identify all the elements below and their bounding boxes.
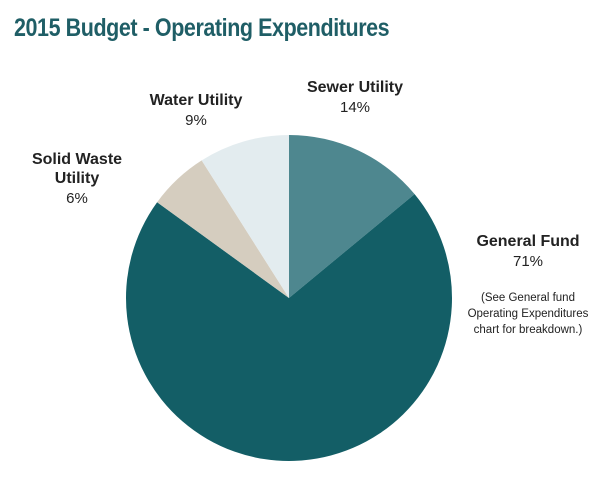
category-name: General Fund [476,233,580,250]
chart-title: 2015 Budget - Operating Expenditures [14,14,390,42]
slice-label: General Fund 71% [418,232,600,273]
value-label: 14% [339,99,371,116]
pie-slice [125,194,452,462]
pie-slice [289,135,415,298]
pie-slice [201,135,289,298]
category-name: Sewer Utility [306,79,404,96]
category-name: Water Utility [149,92,243,109]
category-name: Solid Waste Utility [31,151,123,187]
slice-label: Water Utility 9% [131,91,261,132]
value-label: 9% [185,112,207,129]
slice-label: Solid Waste Utility 6% [27,150,127,210]
slice-label: Sewer Utility 14% [295,78,415,119]
value-label: 6% [66,190,88,207]
value-label: 71% [512,253,544,270]
pie-slice [157,160,289,298]
annotation: (See General fund Operating Expenditures… [467,292,589,336]
